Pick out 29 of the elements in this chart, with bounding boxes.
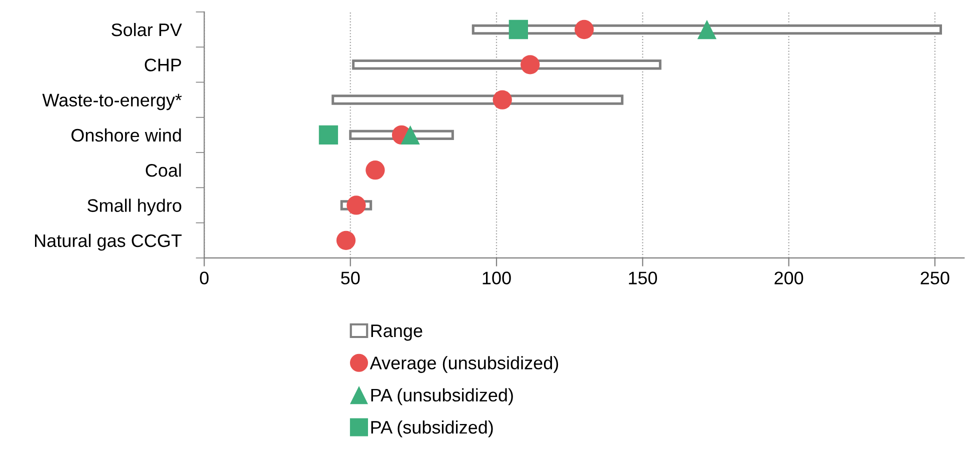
y-tick-label: Small hydro xyxy=(88,198,182,216)
point xyxy=(520,55,540,74)
y-tick-label: Onshore wind xyxy=(71,128,181,142)
x-tick-label: 150 xyxy=(628,272,657,284)
legend-label: Range xyxy=(371,324,422,341)
point xyxy=(366,160,385,180)
y-tick-label: Natural gas CCGT xyxy=(35,234,182,251)
y-tick-label: Solar PV xyxy=(112,22,182,36)
x-tick-label: 50 xyxy=(341,272,360,284)
x-tick-label: 0 xyxy=(200,272,209,284)
x-tick-label: 200 xyxy=(774,272,804,284)
point xyxy=(697,20,717,40)
bar xyxy=(332,94,624,105)
point xyxy=(336,230,356,250)
y-tick-label: CHP xyxy=(144,58,182,72)
point xyxy=(346,196,366,215)
point xyxy=(318,125,338,145)
x-tick-label: 250 xyxy=(920,272,950,284)
point xyxy=(492,90,512,110)
legend-label: PA (unsubsidized) xyxy=(371,388,513,406)
point xyxy=(400,125,420,145)
legend-label: Average (unsubsidized) xyxy=(370,356,558,373)
point xyxy=(508,20,528,40)
y-tick-label: Waste-to-energy* xyxy=(42,94,182,110)
x-tick-label: 100 xyxy=(482,272,511,284)
point xyxy=(574,20,594,40)
legend-label: PA (subsidized) xyxy=(371,420,493,438)
y-tick-label: Coal xyxy=(146,164,181,177)
bar xyxy=(352,60,662,70)
